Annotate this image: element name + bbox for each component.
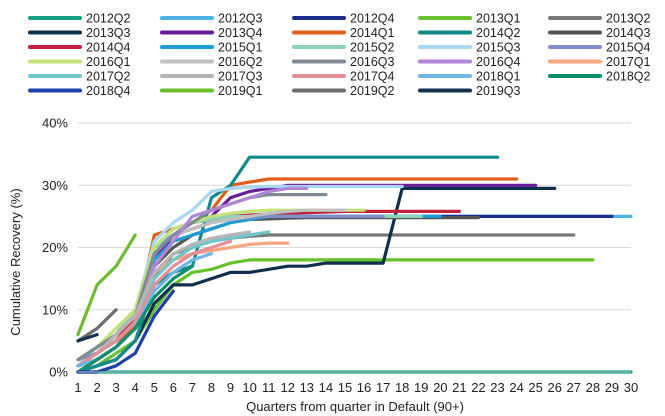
legend-label: 2013Q1 xyxy=(476,12,521,26)
x-tick-label: 13 xyxy=(300,380,314,395)
legend-label: 2014Q1 xyxy=(350,26,395,40)
legend-label: 2019Q2 xyxy=(350,84,395,98)
legend-label: 2015Q4 xyxy=(606,41,651,55)
legend-label: 2015Q1 xyxy=(218,41,263,55)
legend-label: 2017Q2 xyxy=(86,70,131,84)
chart-series-lines xyxy=(76,155,633,374)
x-tick-label: 1 xyxy=(74,380,81,395)
x-tick-label: 10 xyxy=(242,380,256,395)
series-line-2019q3 xyxy=(76,333,99,343)
x-tick-label: 19 xyxy=(414,380,428,395)
legend-label: 2016Q2 xyxy=(218,55,263,69)
x-tick-label: 6 xyxy=(170,380,177,395)
chart-legend: 2012Q2 2012Q3 2012Q4 2013Q1 2013Q2 2013Q3 2013… xyxy=(28,12,651,98)
x-tick-label: 21 xyxy=(452,380,466,395)
legend-label: 2017Q4 xyxy=(350,70,395,84)
legend-label: 2015Q3 xyxy=(476,41,521,55)
x-tick-label: 4 xyxy=(132,380,139,395)
series-line-2017q3 xyxy=(76,230,252,368)
series-line-2017q4 xyxy=(76,239,233,368)
legend-label: 2013Q2 xyxy=(606,12,651,26)
y-tick-label: 40% xyxy=(42,116,68,131)
x-tick-label: 16 xyxy=(357,380,371,395)
y-axis-ticks: 0% 10% 20% 30% 40% xyxy=(42,116,68,380)
legend-label: 2018Q1 xyxy=(476,70,521,84)
x-tick-label: 9 xyxy=(227,380,234,395)
legend-label: 2019Q1 xyxy=(218,84,263,98)
legend-label: 2013Q4 xyxy=(218,26,263,40)
x-tick-label: 23 xyxy=(490,380,504,395)
legend-label: 2018Q4 xyxy=(86,84,131,98)
series-line-2013q3 xyxy=(76,186,557,374)
x-tick-label: 30 xyxy=(624,380,638,395)
y-tick-label: 0% xyxy=(49,365,68,380)
x-tick-label: 26 xyxy=(547,380,561,395)
series-line-2013q1 xyxy=(76,258,595,374)
legend-label: 2012Q2 xyxy=(86,12,131,26)
legend-label: 2014Q4 xyxy=(86,41,131,55)
legend-label: 2019Q3 xyxy=(476,84,521,98)
legend-label: 2013Q3 xyxy=(86,26,131,40)
x-tick-label: 8 xyxy=(208,380,215,395)
series-line-2018q2 xyxy=(76,264,194,374)
legend-label: 2012Q4 xyxy=(350,12,395,26)
legend-label: 2016Q1 xyxy=(86,55,131,69)
x-tick-label: 17 xyxy=(376,380,390,395)
x-tick-label: 28 xyxy=(586,380,600,395)
x-tick-label: 18 xyxy=(395,380,409,395)
y-axis-title: Cumulative Recovery (%) xyxy=(8,188,23,335)
x-tick-label: 11 xyxy=(262,380,276,395)
x-tick-label: 3 xyxy=(113,380,120,395)
x-tick-label: 22 xyxy=(471,380,485,395)
legend-label: 2014Q2 xyxy=(476,26,521,40)
series-line-2014q3 xyxy=(76,216,480,368)
x-tick-label: 25 xyxy=(528,380,542,395)
legend-label: 2014Q3 xyxy=(606,26,651,40)
y-tick-label: 20% xyxy=(42,240,68,255)
x-tick-label: 2 xyxy=(93,380,100,395)
legend-label: 2012Q3 xyxy=(218,12,263,26)
x-tick-label: 29 xyxy=(605,380,619,395)
legend-label: 2017Q1 xyxy=(606,55,651,69)
legend-label: 2016Q4 xyxy=(476,55,521,69)
legend-label: 2018Q2 xyxy=(606,70,651,84)
series-line-2019q2 xyxy=(76,308,118,343)
x-tick-label: 12 xyxy=(281,380,295,395)
series-line-2019q1 xyxy=(76,233,137,337)
legend-label: 2016Q3 xyxy=(350,55,395,69)
x-tick-label: 14 xyxy=(319,380,333,395)
x-tick-label: 24 xyxy=(509,380,523,395)
x-axis-ticks: 1 2 3 4 5 6 7 8 9 10 11 12 13 14 15 16 17 18 19 20 21 22 23 24 2… xyxy=(74,380,638,395)
legend-label: 2015Q2 xyxy=(350,41,395,55)
x-tick-label: 5 xyxy=(151,380,158,395)
x-tick-label: 7 xyxy=(189,380,196,395)
x-tick-label: 27 xyxy=(567,380,581,395)
y-tick-label: 30% xyxy=(42,178,68,193)
y-tick-label: 10% xyxy=(42,302,68,317)
x-tick-label: 15 xyxy=(338,380,352,395)
x-tick-label: 20 xyxy=(433,380,447,395)
legend-label: 2017Q3 xyxy=(218,70,263,84)
x-axis-title: Quarters from quarter in Default (90+) xyxy=(246,399,464,414)
